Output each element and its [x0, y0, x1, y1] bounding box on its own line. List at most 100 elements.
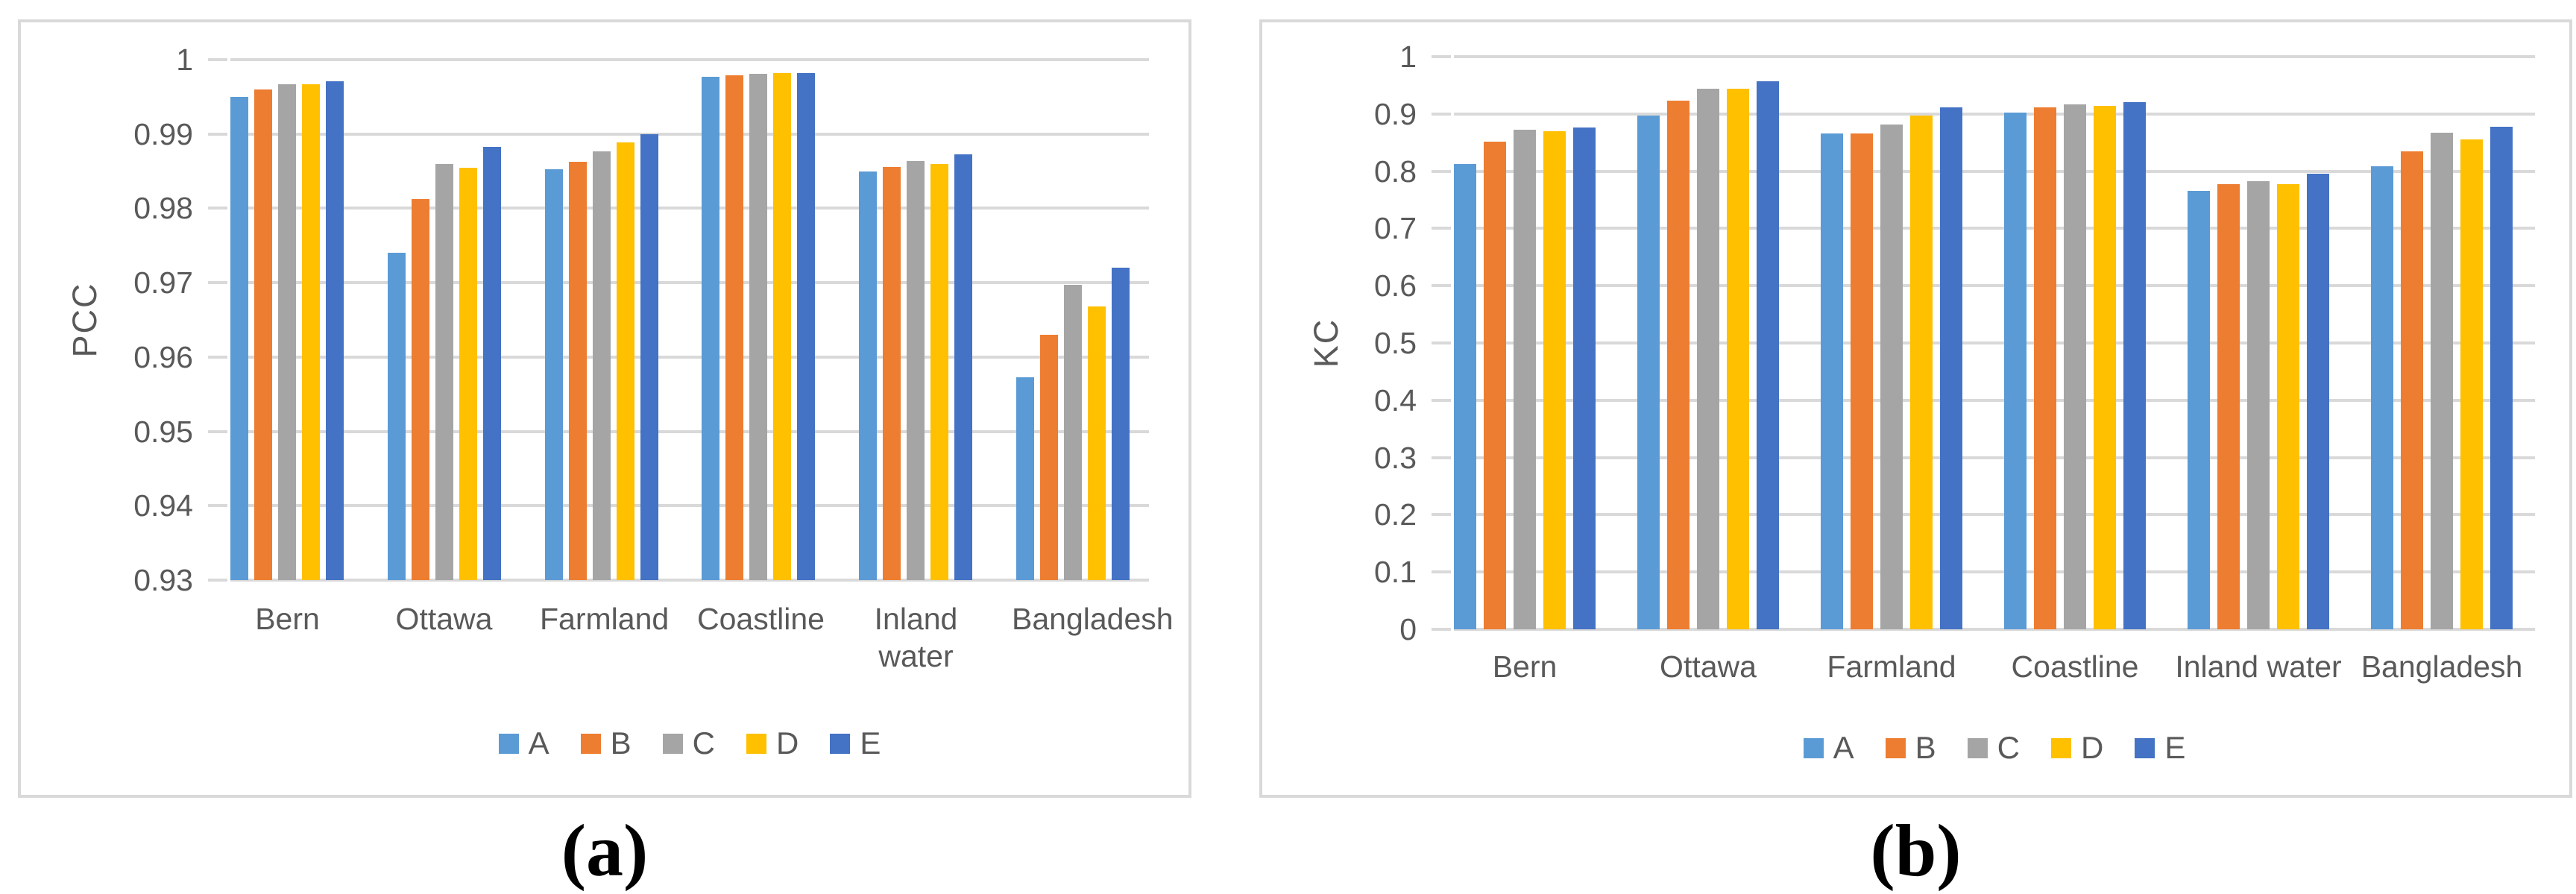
bar-a-bern: [230, 97, 248, 580]
bar-e-farmland: [1940, 107, 1962, 629]
x-axis-category-label: Coastline: [2011, 649, 2139, 684]
y-axis-tick: [208, 430, 227, 433]
legend-entry-c: C: [1967, 732, 2020, 764]
bar-c-inland-water: [907, 161, 925, 580]
y-axis-tick-label: 0.3: [1374, 441, 1417, 475]
bar-e-bern: [1573, 128, 1596, 629]
legend-label-b: B: [1915, 730, 1936, 765]
legend-swatch-e: [830, 733, 851, 754]
x-axis-line: [230, 579, 1149, 582]
legend-entry-b: B: [1885, 730, 1936, 765]
kc-chart-panel: 1 0.9 0.8 0.7 0.6 0.5 0.4 0.3 0.2 0.1 0 Bern Ottawa F…: [1259, 19, 2572, 798]
y-axis-tick: [208, 58, 227, 61]
legend-swatch-d: [746, 733, 766, 754]
bar-a-coastline: [2004, 113, 2027, 629]
y-axis-tick-label: 0.94: [133, 488, 193, 523]
bar-c-bangladesh: [2431, 133, 2453, 629]
gridline: [1454, 55, 2535, 58]
legend-label-d: D: [776, 725, 799, 761]
y-axis-tick: [1432, 113, 1451, 116]
bar-e-inland-water: [954, 154, 972, 580]
bar-e-bangladesh: [2490, 127, 2513, 629]
legend-entry-a: A: [1803, 732, 1854, 764]
y-axis-tick: [1432, 570, 1451, 573]
bar-e-ottawa: [483, 147, 501, 580]
legend-entry-d: D: [746, 728, 799, 759]
bar-d-bangladesh: [2460, 139, 2483, 629]
y-axis-tick-label: 0.8: [1374, 154, 1417, 189]
y-axis-tick: [208, 133, 227, 136]
bar-d-ottawa: [459, 168, 477, 580]
bar-d-inland-water: [930, 164, 948, 580]
bar-d-ottawa: [1727, 89, 1749, 629]
bar-b-ottawa: [1667, 101, 1689, 629]
bar-c-coastline: [2064, 104, 2086, 629]
gridline: [1454, 513, 2535, 516]
y-axis-tick: [208, 207, 227, 210]
x-axis-category-label: Bangladesh: [2361, 649, 2523, 684]
y-axis-tick: [1432, 170, 1451, 173]
bar-c-ottawa: [1697, 89, 1719, 629]
y-axis-tick-label: 1: [176, 43, 193, 77]
pcc-chart-panel: 1 0.99 0.98 0.97 0.96 0.95 0.94 0.93 Bern Ottawa F…: [18, 19, 1191, 798]
bar-d-farmland: [617, 142, 634, 580]
legend-label-c: C: [692, 725, 715, 761]
y-axis-tick: [1432, 513, 1451, 516]
gridline: [230, 281, 1149, 284]
gridline: [1454, 284, 2535, 287]
y-axis-tick: [208, 579, 227, 582]
bar-a-ottawa: [1637, 116, 1660, 629]
bar-e-bern: [326, 81, 344, 580]
y-axis-tick-label: 0.95: [133, 415, 193, 449]
bar-b-farmland: [569, 162, 587, 580]
y-axis-tick-label: 0.96: [133, 340, 193, 374]
x-axis-category-label: Bangladesh: [1012, 602, 1174, 636]
y-axis-tick-label: 1: [1399, 40, 1417, 74]
legend: A B C D E: [230, 728, 1149, 759]
x-axis-category-label: Bern: [1492, 649, 1558, 684]
legend-entry-e: E: [830, 728, 881, 759]
y-axis-tick: [1432, 628, 1451, 631]
gridline: [230, 356, 1149, 359]
gridline: [230, 58, 1149, 61]
gridline: [230, 430, 1149, 433]
y-axis-tick-label: 0.9: [1374, 97, 1417, 131]
gridline: [230, 133, 1149, 136]
y-axis-tick-label: 0.93: [133, 563, 193, 597]
bar-b-ottawa: [412, 199, 429, 580]
y-axis-tick-label: 0.7: [1374, 211, 1417, 245]
legend-label-a: A: [528, 725, 549, 761]
bar-e-ottawa: [1757, 81, 1779, 629]
x-axis-category-label: Coastline: [697, 602, 825, 636]
legend-swatch-a: [498, 733, 519, 754]
bar-c-coastline: [749, 74, 767, 580]
y-axis-tick-label: 0.4: [1374, 383, 1417, 418]
caption-a: (a): [561, 809, 649, 892]
y-axis-tick: [208, 356, 227, 359]
y-axis-title: PCC: [66, 282, 104, 358]
legend-entry-d: D: [2051, 732, 2103, 764]
y-axis-tick-label: 0.6: [1374, 268, 1417, 303]
bar-b-bangladesh: [2401, 151, 2423, 629]
y-axis-title: KC: [1307, 318, 1345, 368]
bar-a-farmland: [1821, 133, 1843, 629]
legend-swatch-a: [1803, 737, 1824, 758]
bar-b-bangladesh: [1040, 335, 1058, 580]
caption-b: (b): [1870, 809, 1962, 892]
x-axis-category-label: Inland water: [2175, 649, 2342, 684]
y-axis-tick-label: 0.2: [1374, 497, 1417, 532]
bar-a-bangladesh: [1016, 377, 1034, 580]
bar-d-coastline: [2094, 106, 2116, 629]
y-axis-tick: [1432, 456, 1451, 459]
bar-d-coastline: [773, 73, 791, 580]
bar-c-bangladesh: [1064, 285, 1082, 580]
bar-e-farmland: [640, 134, 658, 580]
bar-c-farmland: [593, 151, 611, 580]
bar-c-inland-water: [2247, 181, 2270, 629]
bar-b-inland-water: [883, 167, 901, 580]
bar-a-ottawa: [388, 253, 406, 580]
x-axis-category-label: Farmland: [1827, 649, 1956, 684]
x-axis-line: [1454, 628, 2535, 631]
gridline: [1454, 456, 2535, 459]
